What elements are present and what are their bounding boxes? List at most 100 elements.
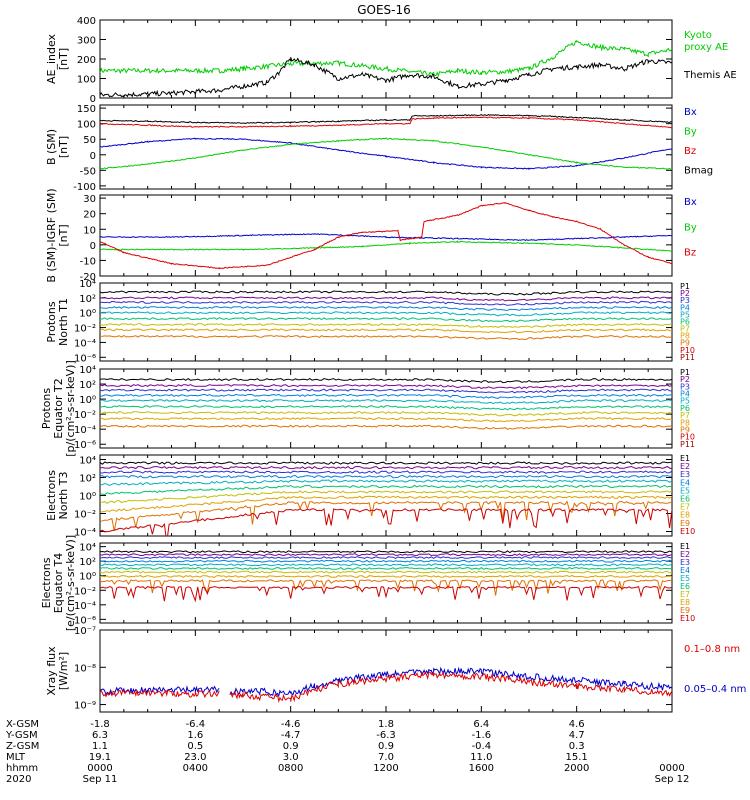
- plot-area: [100, 113, 672, 171]
- panel-p_north: 10⁴ 10² 10⁰ 10⁻² 10⁻⁴ 10⁻⁶ ProtonsNorth T1 P1P2…: [45, 279, 695, 364]
- y-axis-label: ElectronsEquator T4[e/(cm²-s-sr-keV)]: [40, 535, 77, 631]
- x-row-value: -6.4: [186, 719, 206, 730]
- panel-frame: [99, 194, 673, 277]
- x-row-value: 0.3: [569, 741, 585, 752]
- y-tick-label: 10⁻⁴: [74, 425, 96, 436]
- x-row-value: -1.8: [90, 719, 110, 730]
- y-tick-label: 10⁴: [79, 365, 96, 376]
- channel-line-E8: [100, 495, 672, 513]
- channel-line-P3: [100, 300, 672, 306]
- x-row-value: -4.6: [281, 719, 301, 730]
- x-row-value: -1.6: [472, 730, 492, 741]
- panel-frame: [99, 629, 673, 713]
- y-axis-label: B (SM)[nT]: [45, 129, 70, 165]
- channel-label-P3: P3: [680, 296, 690, 305]
- channel-label-E7: E7: [680, 503, 690, 512]
- y-tick-label: 0: [90, 94, 96, 105]
- channel-label-E8: E8: [680, 511, 690, 520]
- series-line-2: [100, 201, 672, 270]
- series-line-3: [100, 113, 672, 125]
- panel-xray: 10⁻⁷ 10⁻⁸ 10⁻⁹ Xray flux[W/m²] 0.1–0.8 nm 0.0…: [45, 626, 746, 713]
- y-tick-label: 150: [77, 104, 96, 115]
- channel-label-E8: E8: [680, 598, 690, 607]
- series-line-1: [100, 137, 672, 170]
- y-tick-label: 10²: [79, 294, 96, 305]
- y-tick-label: 10⁻⁴: [74, 601, 96, 612]
- x-row-value: 1600: [469, 763, 494, 774]
- panel-bdiff: 30 20 10 0 -10 -20 B (SM)-IGRF (SM)[nT] Bx By Bz: [45, 188, 697, 283]
- y-tick-label: 200: [77, 55, 96, 66]
- channel-line-P6: [100, 317, 672, 323]
- channel-label-E6: E6: [680, 495, 690, 504]
- channel-line-P5: [100, 399, 672, 405]
- channel-label-E9: E9: [680, 606, 690, 615]
- y-tick-label: 10: [83, 225, 96, 236]
- y-tick-label: 10⁻⁸: [74, 663, 96, 674]
- channel-label-P2: P2: [680, 375, 690, 384]
- series-line-1: [100, 57, 672, 98]
- channel-label-P10: P10: [680, 346, 695, 355]
- y-tick-label: 10⁰: [79, 395, 96, 406]
- channel-line-E6: [100, 484, 672, 496]
- x-row-value: 6.4: [473, 719, 489, 730]
- channel-line-P7: [100, 323, 672, 328]
- x-row-value: 0.9: [283, 741, 299, 752]
- channel-line-E4: [100, 559, 672, 563]
- y-axis-label: B (SM)-IGRF (SM)[nT]: [45, 188, 70, 282]
- y-tick-label: 10⁻²: [74, 324, 96, 335]
- channel-line-P4: [100, 305, 672, 311]
- x-row-value: 11.0: [470, 752, 492, 763]
- legend-1: proxy AE: [684, 42, 728, 53]
- y-tick-label: 10²: [79, 557, 96, 568]
- channel-label-P1: P1: [680, 282, 690, 291]
- y-tick-label: 10⁴: [79, 543, 96, 554]
- x-row-value: 4.7: [569, 730, 585, 741]
- series-line-0: [100, 137, 672, 171]
- start-date: Sep 11: [83, 774, 118, 785]
- channel-label-P4: P4: [680, 390, 690, 399]
- channel-line-E7: [100, 570, 672, 574]
- series-line-2: [100, 116, 672, 129]
- channel-line-E10: [100, 585, 672, 603]
- channel-label-E10: E10: [680, 614, 695, 623]
- x-row-value: -4.7: [281, 730, 301, 741]
- channel-line-P9: [100, 424, 672, 430]
- legend-2: Themis AE: [683, 70, 737, 81]
- channel-label-E1: E1: [680, 454, 690, 463]
- series-line-1: [100, 240, 672, 252]
- x-row-value: 0000: [659, 763, 684, 774]
- legend-3: Bmag: [684, 165, 713, 176]
- legend-1: 0.05–0.4 nm: [684, 684, 746, 695]
- x-row-value: 19.1: [89, 752, 111, 763]
- series-line-0: [100, 40, 672, 78]
- plot-area: [100, 201, 672, 270]
- x-row-value: 0.5: [187, 741, 203, 752]
- channel-label-P10: P10: [680, 433, 695, 442]
- plot-area: [100, 40, 672, 98]
- plot-area: [100, 666, 672, 703]
- y-tick-label: 100: [77, 120, 96, 131]
- y-tick-label: 20: [83, 210, 96, 221]
- channel-line-P8: [100, 417, 672, 423]
- y-tick-label: 100: [77, 75, 96, 86]
- channel-label-P1: P1: [680, 368, 690, 377]
- channel-line-E2: [100, 465, 672, 470]
- channel-line-P4: [100, 393, 672, 399]
- channel-line-P3: [100, 388, 672, 394]
- x-row-value: 1.6: [187, 730, 203, 741]
- channel-label-E6: E6: [680, 582, 690, 591]
- channel-label-P8: P8: [680, 332, 690, 341]
- series-line-0: [100, 233, 672, 241]
- channel-label-E9: E9: [680, 519, 690, 528]
- x-row-value: 0000: [87, 763, 112, 774]
- channel-line-P9: [100, 335, 672, 341]
- channel-line-P1: [100, 290, 672, 296]
- y-tick-label: 0: [90, 241, 96, 252]
- channel-line-E10: [100, 507, 672, 536]
- legend-0: Bx: [684, 197, 697, 208]
- channel-line-E5: [100, 563, 672, 567]
- plot-area: [100, 290, 672, 341]
